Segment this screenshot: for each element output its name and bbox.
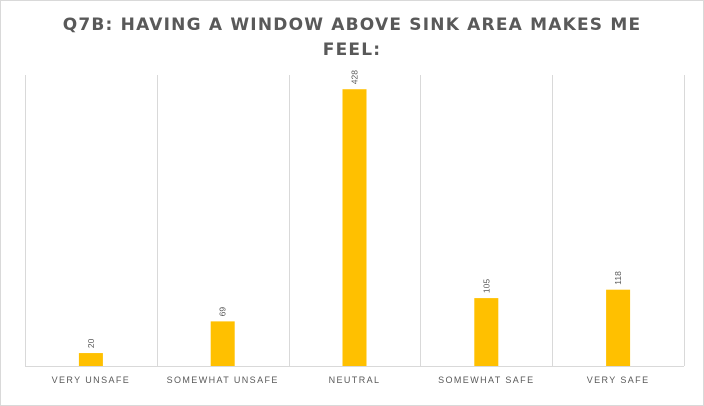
bar: [606, 289, 631, 366]
category-tick-label: VERY UNSAFE: [52, 375, 131, 385]
data-label: 20: [86, 338, 96, 348]
chart-title: Q7B: HAVING A WINDOW ABOVE SINK AREA MAK…: [62, 15, 642, 60]
category-tick-label: SOMEWHAT SAFE: [438, 375, 534, 385]
data-label: 428: [350, 70, 360, 84]
category-tick-label: SOMEWHAT UNSAFE: [167, 375, 279, 385]
category-tick-labels: VERY UNSAFE SOMEWHAT UNSAFE NEUTRAL SOMEWHA…: [52, 375, 650, 385]
bar: [78, 353, 103, 366]
bar: [342, 89, 367, 366]
bar: [474, 298, 499, 366]
data-labels: 20 69 428 105 118: [86, 70, 623, 348]
data-label: 69: [218, 307, 228, 317]
category-tick-label: NEUTRAL: [329, 375, 381, 385]
data-label: 105: [481, 279, 491, 293]
bar: [210, 321, 235, 366]
category-tick-label: VERY SAFE: [587, 375, 650, 385]
gridlines: [25, 75, 685, 367]
data-label: 118: [613, 271, 623, 285]
bar-series: [78, 89, 631, 366]
